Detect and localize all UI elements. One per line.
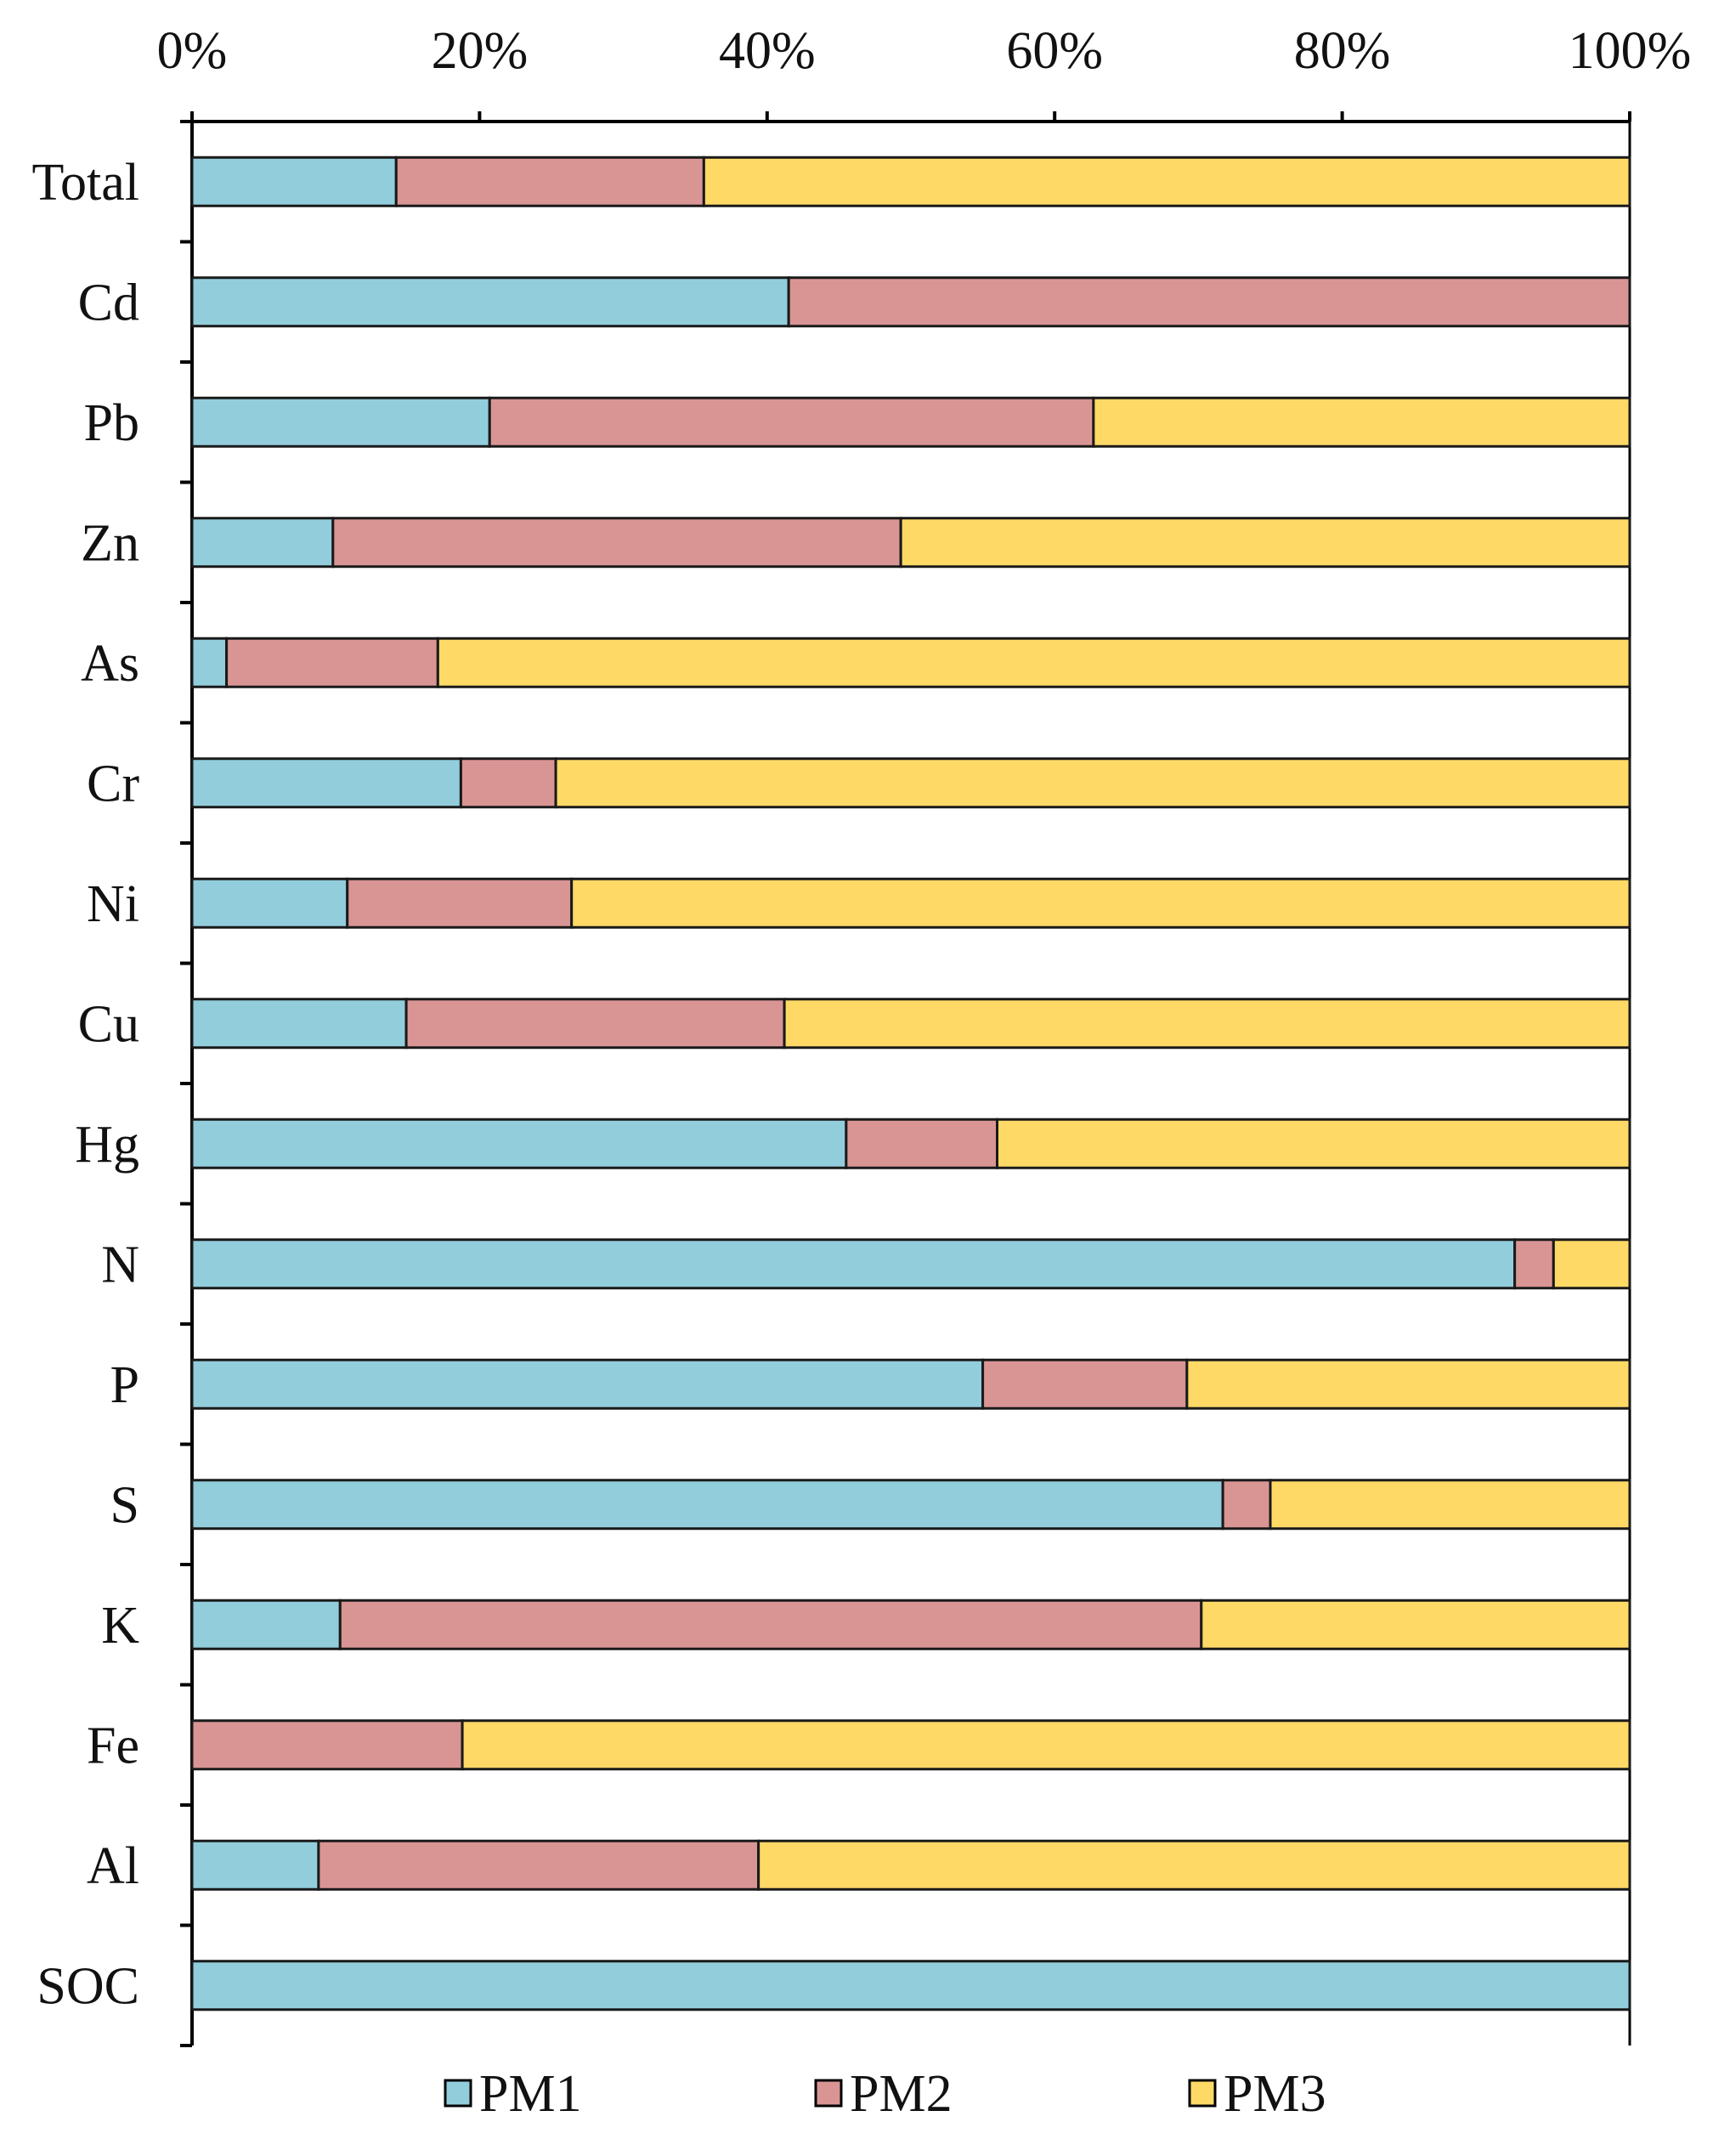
bar-segment-pm3 <box>461 1719 1631 1771</box>
bar-segment-pm1 <box>190 1839 320 1891</box>
bar-segment-pm3 <box>1185 1358 1631 1410</box>
bar-segment-pm2 <box>394 156 705 207</box>
y-category-label: Zn <box>81 514 139 572</box>
x-tick-label: 80% <box>1294 22 1391 80</box>
bar-segment-pm2 <box>981 1358 1189 1410</box>
bar-segment-pm1 <box>190 156 398 207</box>
legend-label-pm2: PM2 <box>850 2065 953 2123</box>
bar-segment-pm1 <box>190 1358 985 1410</box>
bar-segment-pm3 <box>1200 1599 1631 1650</box>
bar-segment-pm2 <box>787 276 1631 328</box>
legend-swatch-pm1 <box>444 2079 472 2108</box>
bar-segment-pm2 <box>346 877 574 929</box>
y-category-label: Ni <box>87 875 139 933</box>
bar-segment-pm3 <box>1552 1238 1631 1290</box>
y-category-label: N <box>101 1236 139 1293</box>
bar-segment-pm1 <box>190 276 790 328</box>
bar-segment-pm2 <box>1221 1479 1272 1531</box>
bar-segment-pm3 <box>554 757 1631 809</box>
bar-segment-pm2 <box>225 637 439 688</box>
legend-label-pm1: PM1 <box>479 2065 582 2123</box>
bar-segment-pm3 <box>702 156 1631 207</box>
legend-swatch-pm2 <box>814 2079 843 2108</box>
bar-segment-pm2 <box>404 998 786 1050</box>
bar-segment-pm2 <box>317 1839 760 1891</box>
y-category-label: Cu <box>78 995 139 1053</box>
x-tick-label: 100% <box>1569 22 1692 80</box>
y-category-label: As <box>81 635 139 693</box>
y-category-label: Hg <box>75 1116 139 1174</box>
bar-segment-pm1 <box>190 637 229 688</box>
legend-swatch-pm3 <box>1188 2079 1217 2108</box>
y-category-label: Fe <box>87 1717 139 1774</box>
bar-segment-pm1 <box>190 1238 1517 1290</box>
bar-segment-pm1 <box>190 517 335 569</box>
bar-segment-pm1 <box>190 1960 1631 2012</box>
y-category-label: Cd <box>78 274 139 331</box>
bar-segment-pm1 <box>190 396 491 448</box>
bar-segment-pm1 <box>190 877 349 929</box>
y-category-label: P <box>110 1356 139 1414</box>
bar-segment-pm1 <box>190 1118 848 1169</box>
bar-segment-pm1 <box>190 998 408 1050</box>
bar-segment-pm2 <box>338 1599 1203 1650</box>
bar-segment-pm3 <box>1092 396 1631 448</box>
bar-segment-pm3 <box>436 637 1631 688</box>
y-category-label: Pb <box>84 394 139 452</box>
bar-segment-pm2 <box>845 1118 999 1169</box>
bar-segment-pm2 <box>190 1719 464 1771</box>
bar-segment-pm1 <box>190 1479 1224 1531</box>
bar-segment-pm2 <box>488 396 1095 448</box>
y-category-label: SOC <box>37 1957 139 2015</box>
bar-segment-pm2 <box>331 517 902 569</box>
x-tick-label: 40% <box>719 22 816 80</box>
bar-segment-pm3 <box>570 877 1631 929</box>
legend-label-pm3: PM3 <box>1224 2065 1326 2123</box>
x-tick-label: 60% <box>1006 22 1103 80</box>
x-tick-label: 0% <box>157 22 228 80</box>
bar-segment-pm2 <box>1513 1238 1555 1290</box>
bar-segment-pm2 <box>459 757 557 809</box>
bar-segment-pm1 <box>190 757 462 809</box>
y-category-label: Cr <box>87 755 139 812</box>
bar-segment-pm3 <box>783 998 1631 1050</box>
y-category-label: Total <box>31 154 139 212</box>
bar-segment-pm3 <box>996 1118 1631 1169</box>
bar-segment-pm3 <box>899 517 1631 569</box>
bar-segment-pm1 <box>190 1599 342 1650</box>
x-tick-label: 20% <box>432 22 529 80</box>
y-category-label: S <box>110 1476 139 1534</box>
bar-segment-pm3 <box>1269 1479 1631 1531</box>
y-category-label: Al <box>87 1837 139 1895</box>
y-category-label: K <box>101 1597 139 1655</box>
bar-segment-pm3 <box>757 1839 1631 1891</box>
